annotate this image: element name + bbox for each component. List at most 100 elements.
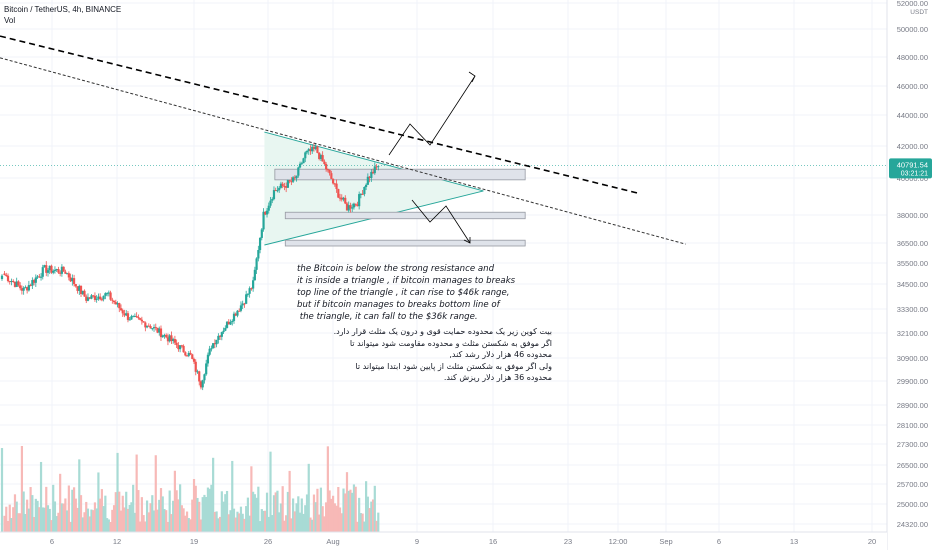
candle: [314, 146, 317, 149]
volume-bar: [288, 470, 291, 532]
candle: [0, 275, 4, 280]
volume-bar: [246, 497, 250, 532]
candle: [74, 284, 77, 287]
volume-bar: [104, 495, 107, 532]
triangle-upper-line: [264, 131, 484, 192]
volume-bar: [144, 521, 147, 532]
time-tick-label: 26: [264, 537, 272, 546]
price-tick-label: 38000.00: [897, 211, 928, 220]
volume-bar: [198, 501, 201, 532]
volume-bar: [330, 498, 333, 532]
candle: [159, 328, 163, 338]
annotation-en-line: the triangle, it can fall to the $36k ra…: [297, 312, 478, 322]
symbol-title[interactable]: Bitcoin / TetherUS, 4h, BINANCE: [4, 5, 122, 14]
volume-bar: [286, 491, 289, 532]
candle: [107, 292, 110, 294]
time-tick-label: 6: [50, 537, 54, 546]
volume-bar: [212, 457, 215, 532]
candle: [373, 166, 376, 174]
candle: [257, 250, 260, 259]
candle: [126, 313, 130, 320]
candle: [137, 316, 140, 319]
last-price-value: 40791.54: [897, 160, 928, 169]
candle: [57, 269, 60, 273]
candle: [88, 297, 91, 299]
candle: [78, 285, 81, 291]
time-tick-label: Sep: [659, 537, 672, 546]
volume-bar: [116, 452, 119, 532]
volume-bar: [227, 514, 230, 532]
volume-bar: [271, 515, 274, 532]
volume-bar: [140, 497, 143, 532]
candle: [67, 273, 70, 278]
candle: [366, 176, 369, 185]
candle: [239, 305, 243, 311]
candle: [335, 183, 338, 190]
price-tick-label: 36500.00: [897, 239, 928, 248]
candle: [118, 303, 121, 309]
long-term-trendline: [0, 57, 686, 245]
volume-indicator-label[interactable]: Vol: [4, 16, 16, 25]
volume-bar: [311, 519, 314, 532]
candle: [152, 327, 156, 329]
candle: [222, 330, 225, 333]
volume-bar: [328, 490, 331, 532]
volume-bar: [375, 520, 378, 532]
candle: [132, 316, 135, 318]
price-tick-label: 30900.00: [897, 354, 928, 363]
candle: [147, 325, 150, 327]
candle: [285, 186, 288, 188]
volume-bar: [349, 489, 352, 532]
time-tick-label: 9: [415, 537, 419, 546]
volume-bar: [239, 506, 243, 532]
volume-bar: [36, 500, 39, 532]
candle: [312, 146, 316, 149]
volume-bar: [229, 510, 232, 532]
candle: [331, 178, 335, 184]
candle: [288, 180, 291, 182]
volume-bar: [192, 479, 196, 532]
candle: [338, 197, 342, 199]
volume-bar: [338, 507, 342, 532]
volume-bar: [64, 498, 67, 532]
price-tick-label: 35500.00: [897, 259, 928, 268]
volume-bar: [333, 503, 336, 532]
volume-bar: [358, 497, 361, 532]
candle: [173, 339, 176, 343]
price-tick-label: 28900.00: [897, 401, 928, 410]
candle: [260, 229, 263, 238]
candle: [245, 294, 248, 304]
time-tick-label: 16: [489, 537, 497, 546]
candle: [271, 199, 274, 201]
volume-bar: [253, 494, 256, 532]
volume-bar: [177, 499, 180, 532]
candle: [142, 321, 145, 323]
volume-bar: [300, 498, 303, 532]
price-tick-label: 28100.00: [897, 421, 928, 430]
time-tick-label: 20: [868, 537, 876, 546]
volume-bar: [274, 492, 277, 532]
volume-bar: [53, 501, 57, 532]
volume-bar: [99, 498, 102, 532]
candle: [292, 177, 295, 182]
price-tick-label: 46000.00: [897, 82, 928, 91]
candle: [377, 166, 380, 168]
volume-bar: [245, 506, 248, 532]
candle: [208, 348, 211, 355]
candle: [304, 152, 307, 159]
time-axis: [0, 532, 887, 550]
candle: [121, 310, 124, 314]
candle: [27, 285, 30, 291]
volume-bar: [356, 521, 359, 532]
candle: [5, 274, 8, 276]
candle: [229, 321, 232, 325]
volume-bar: [102, 506, 105, 532]
candle: [156, 327, 159, 333]
volume-bar: [234, 517, 237, 532]
annotation-fa-line: محدوده 46 هزار دلار رشد کند,: [449, 350, 552, 359]
volume-bar: [307, 463, 310, 532]
candle: [349, 205, 352, 209]
candle: [48, 265, 51, 271]
